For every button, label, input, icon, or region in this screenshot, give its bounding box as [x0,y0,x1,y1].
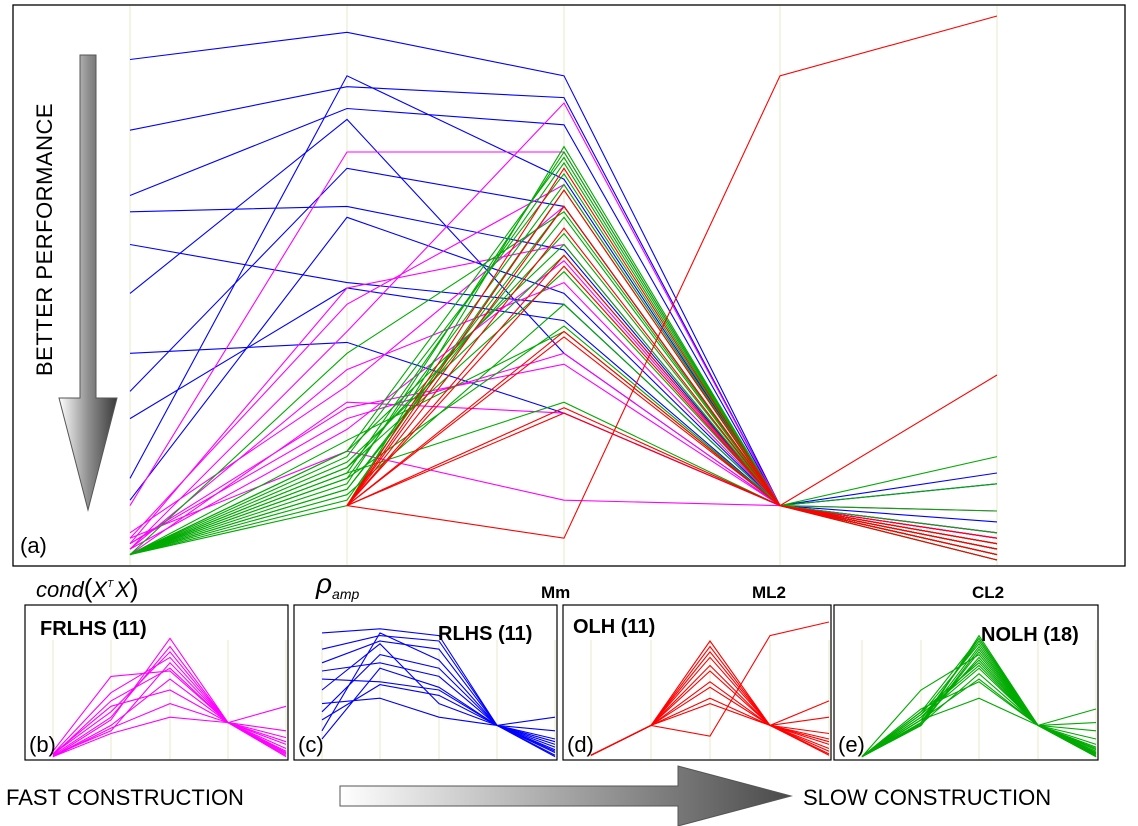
better-performance-arrow-icon [58,54,118,512]
panel-frlhs-frame [24,604,289,761]
axis-label-ml2: ML2 [752,583,786,602]
panel-frlhs-frlhs-line-1 [52,637,287,758]
panel-nolh-title: NOLH (18) [981,624,1079,646]
panel-olh-lines [590,621,830,756]
panel-frlhs-frlhs-line-5 [52,689,287,755]
panel-olh-olh-line-10 [590,686,830,756]
panel-rlhs-rlhs-line-10 [321,653,556,743]
panel-frlhs-frlhs-line-3 [52,667,287,756]
panel-rlhs-letter: (c) [298,732,324,757]
panel-frlhs-title: FRLHS (11) [40,618,147,640]
panel-frlhs-frlhs-line-4 [52,678,287,758]
panel-frlhs-frlhs-line-10 [52,716,287,758]
axis-label-mm: Mm [541,583,570,602]
fast-construction-label: FAST CONSTRUCTION [6,785,244,810]
panel-frlhs-gridlines [52,640,287,759]
panel-rlhs-rlhs-line-0 [321,628,556,726]
panel-rlhs: RLHS (11) (c) [293,604,558,761]
main-panel-letter: (a) [20,533,47,558]
panel-olh: OLH (11) (d) [562,604,832,761]
main-olh-line-1 [346,189,998,507]
panel-rlhs-rlhs-line-1 [321,635,556,740]
main-olh-line-0 [346,15,998,539]
main-panel-lines [129,15,998,561]
panel-rlhs-lines [321,628,556,758]
panel-frlhs-frlhs-line-0 [52,661,287,756]
panel-nolh: NOLH (18) (e) [833,604,1099,761]
panel-rlhs-rlhs-line-7 [321,684,556,758]
panel-rlhs-title: RLHS (11) [438,623,532,645]
main-olh-line-7 [346,205,998,550]
main-olh-line-8 [346,412,998,556]
main-olh-line-9 [346,265,998,545]
main-rlhs-line-8 [129,216,998,507]
main-rlhs-line-0 [129,31,998,523]
panel-olh-title: OLH (11) [573,616,655,638]
panel-rlhs-rlhs-line-2 [321,640,556,745]
panel-nolh-nolh-line-15 [861,656,1097,758]
better-performance-label: BETTER PERFORMANCE [32,103,57,376]
panel-rlhs-rlhs-line-9 [321,632,556,752]
panel-rlhs-rlhs-line-8 [321,667,556,740]
slow-construction-label: SLOW CONSTRUCTION [803,785,1051,810]
panel-nolh-nolh-line-17 [861,637,1097,758]
main-olh-line-10 [346,330,998,539]
panel-olh-gridlines [590,640,830,759]
main-nolh-line-0 [129,145,998,556]
panel-nolh-lines [861,634,1097,758]
panel-frlhs-lines [52,637,287,758]
panel-frlhs-letter: (b) [29,732,56,757]
main-panel-gridlines [129,6,998,565]
axis-label-cl2: CL2 [972,583,1004,602]
panel-frlhs-frlhs-line-2 [52,651,287,755]
axis-label-cond: cond(XTX) [36,573,139,603]
panel-olh-letter: (d) [567,732,594,757]
panel-nolh-nolh-line-12 [861,648,1097,758]
panel-frlhs: FRLHS (11) (b) [24,604,289,761]
main-olh-line-6 [346,167,998,561]
main-panel-frame [12,4,1126,567]
panel-nolh-letter: (e) [838,732,865,757]
construction-arrow-icon [339,765,793,826]
axis-label-rho: ρamp [315,568,359,602]
